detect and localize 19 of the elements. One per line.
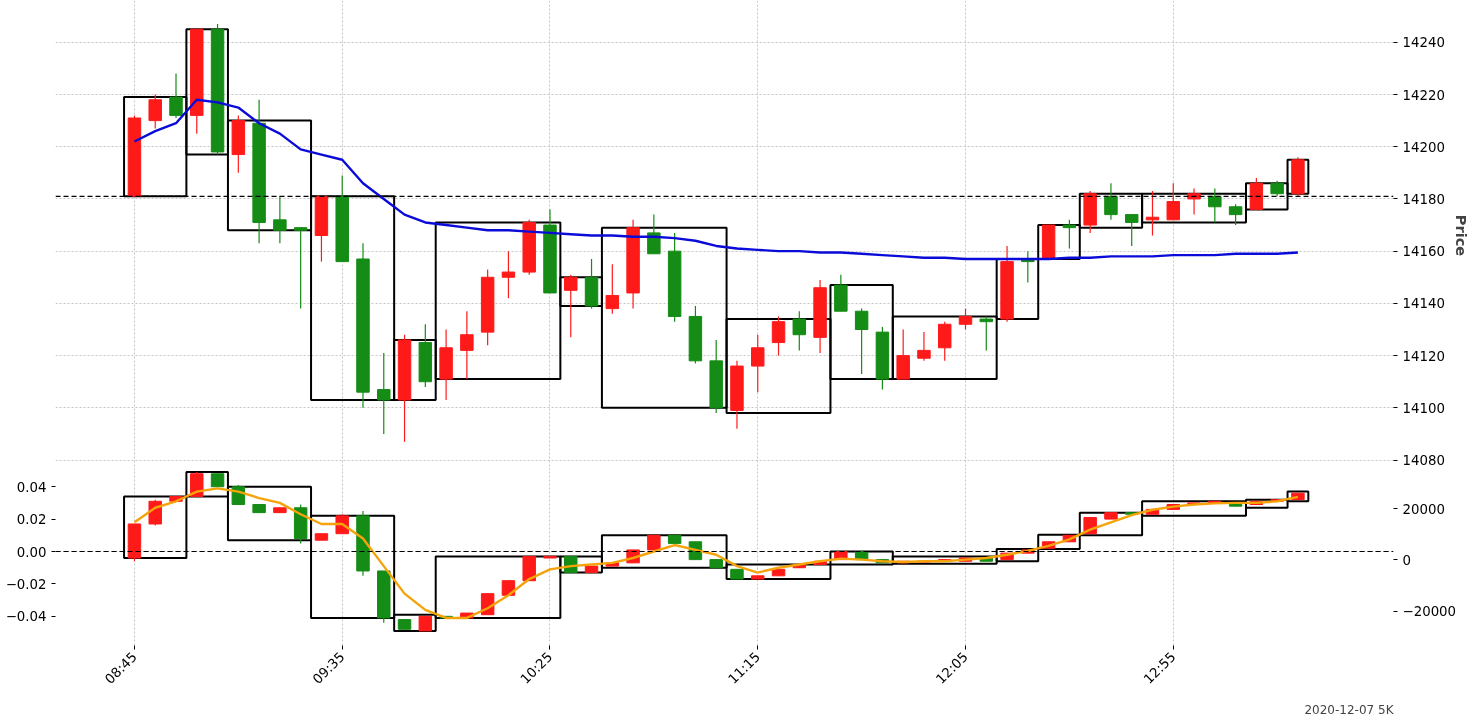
y-tick-label: 14160: [1402, 244, 1445, 260]
y-tick-label: 14080: [1402, 453, 1445, 469]
y-tick-label: −0.02: [5, 576, 47, 592]
y2-tick-label: −20000: [1402, 604, 1457, 620]
y-tick-label: 14240: [1402, 35, 1445, 51]
y-tick-label: 0.02: [16, 512, 47, 528]
y-tick-label: −0.04: [5, 609, 47, 625]
y-tick-label: 0.04: [16, 479, 47, 495]
y2-tick-label: 20000: [1402, 501, 1445, 517]
y-tick-label: 14220: [1402, 87, 1445, 103]
text: 2020-12-07 5K: [1304, 702, 1395, 717]
y-tick-label: 14180: [1402, 191, 1445, 207]
y-tick-label: 14100: [1402, 400, 1445, 416]
y-axis-title: Price: [1452, 214, 1470, 257]
y-tick-label: 14120: [1402, 348, 1445, 364]
y-tick-label: 14140: [1402, 296, 1445, 312]
y2-tick-label: 0: [1402, 552, 1411, 568]
y-tick-label: 14200: [1402, 139, 1445, 155]
y-tick-label: 0.00: [16, 544, 47, 560]
